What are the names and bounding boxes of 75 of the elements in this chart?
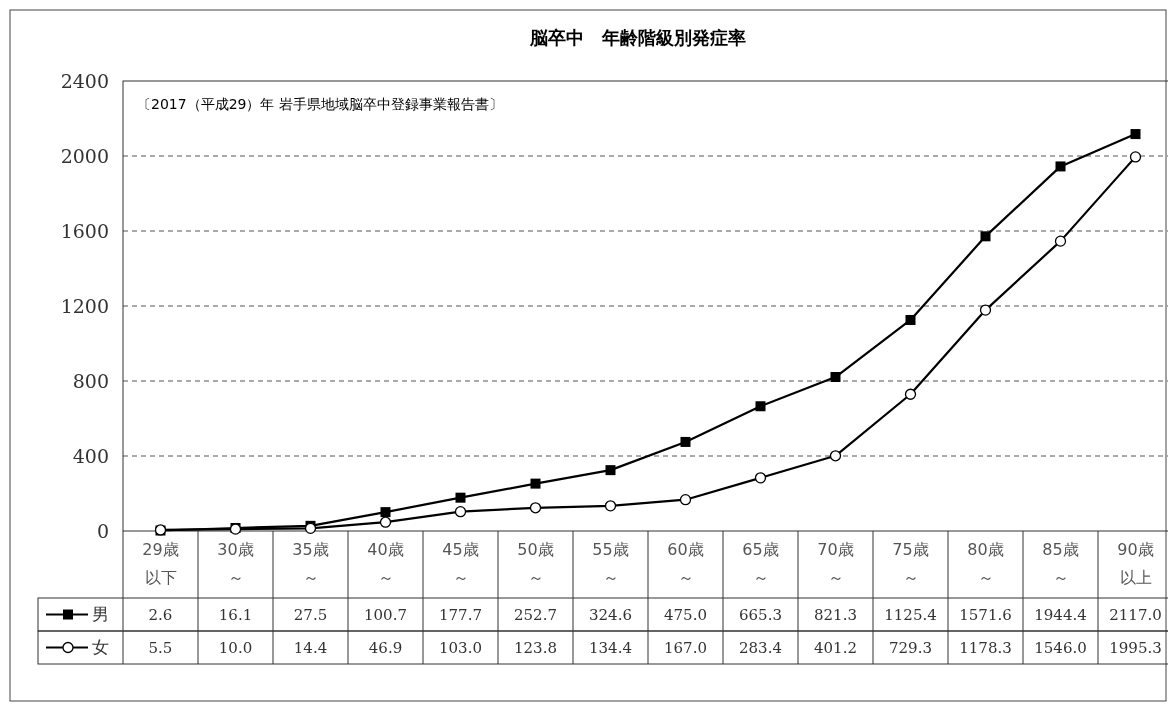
point — [529, 502, 542, 514]
y-tick-label: 1200 — [60, 294, 109, 317]
data-label: 283.4 — [739, 638, 782, 657]
data-label: 665.3 — [739, 605, 782, 624]
x-tick-label: 75歳～ — [892, 540, 929, 587]
point — [1129, 151, 1142, 163]
y-tick-label: 400 — [72, 444, 109, 467]
data-label: 27.5 — [293, 605, 328, 624]
legend-label: 男 — [92, 604, 109, 625]
x-tick-label: 30歳～ — [217, 540, 254, 587]
data-label: 177.7 — [439, 605, 482, 624]
x-tick-label: 70歳～ — [817, 540, 854, 587]
point — [755, 401, 766, 412]
point — [604, 500, 617, 512]
x-tick-label: 29歳以下 — [142, 540, 179, 587]
data-label: 2.6 — [148, 605, 173, 624]
point — [980, 231, 991, 242]
x-tick-label: 90歳以上 — [1117, 540, 1154, 587]
data-label: 5.5 — [148, 638, 173, 657]
x-tick-label: 60歳～ — [667, 540, 704, 587]
point — [680, 436, 691, 447]
data-label: 1995.3 — [1109, 638, 1162, 657]
point — [904, 388, 917, 400]
data-label: 14.4 — [293, 638, 328, 657]
annotation: 〔2017（平成29）年 岩手県地域脳卒中登録事業報告書〕 — [137, 96, 503, 112]
legend-label: 女 — [92, 637, 109, 658]
y-tick-label: 0 — [96, 519, 109, 542]
y-tick-label: 800 — [72, 369, 109, 392]
x-tick-label: 35歳～ — [292, 540, 329, 587]
data-label: 167.0 — [664, 638, 707, 657]
point — [829, 450, 842, 462]
data-label: 324.6 — [589, 605, 632, 624]
data-label: 1571.6 — [959, 605, 1012, 624]
data-label: 46.9 — [368, 638, 403, 657]
data-label: 103.0 — [439, 638, 482, 657]
data-label: 1125.4 — [884, 605, 937, 624]
point — [454, 506, 467, 518]
point — [679, 494, 692, 506]
point — [455, 492, 466, 503]
x-tick-label: 85歳～ — [1042, 540, 1079, 587]
data-label: 821.3 — [814, 605, 857, 624]
x-tick-label: 80歳～ — [967, 540, 1004, 587]
point — [530, 478, 541, 489]
data-label: 401.2 — [814, 638, 857, 657]
data-label: 1944.4 — [1034, 605, 1087, 624]
data-label: 134.4 — [589, 638, 632, 657]
x-tick-label: 65歳～ — [742, 540, 779, 587]
point — [754, 472, 767, 484]
point — [1130, 129, 1141, 140]
data-label: 2117.0 — [1109, 605, 1162, 624]
point — [979, 304, 992, 316]
point — [1055, 161, 1066, 172]
data-label: 1178.3 — [959, 638, 1012, 657]
data-label: 100.7 — [364, 605, 407, 624]
chart-title: 脳卒中 年齢階級別発症率 — [529, 27, 746, 48]
data-label: 123.8 — [514, 638, 557, 657]
data-label: 1546.0 — [1034, 638, 1087, 657]
x-tick-label: 55歳～ — [592, 540, 629, 587]
y-tick-label: 2000 — [60, 144, 109, 167]
y-tick-label: 2400 — [60, 69, 109, 92]
data-label: 10.0 — [218, 638, 253, 657]
point — [605, 465, 616, 476]
data-label: 16.1 — [218, 605, 253, 624]
data-label: 475.0 — [664, 605, 707, 624]
data-label: 252.7 — [514, 605, 557, 624]
point — [830, 372, 841, 383]
data-label: 729.3 — [889, 638, 932, 657]
x-tick-label: 40歳～ — [367, 540, 404, 587]
point — [379, 516, 392, 528]
point — [380, 507, 391, 518]
x-tick-label: 50歳～ — [517, 540, 554, 587]
point — [1054, 235, 1067, 247]
point — [905, 314, 916, 325]
x-tick-label: 45歳～ — [442, 540, 479, 587]
y-tick-label: 1600 — [60, 219, 109, 242]
